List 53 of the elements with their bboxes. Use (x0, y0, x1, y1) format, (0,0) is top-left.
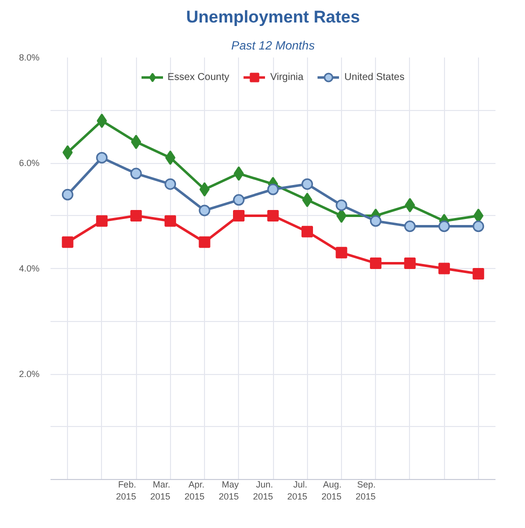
point (233, 194, 245, 206)
x-tick-label: Sep. 2015 (356, 480, 376, 502)
point (438, 262, 450, 274)
point (370, 215, 382, 227)
x-tick-label: Aug. 2015 (321, 480, 342, 502)
x-tick-label: Jun. 2015 (252, 480, 274, 502)
point (198, 204, 210, 216)
chart-title: Unemployment Rates (186, 8, 360, 26)
point (301, 178, 313, 190)
x-tick-label: Apr. 2015 (184, 480, 205, 502)
point (404, 198, 416, 212)
point (404, 257, 416, 269)
point (404, 220, 416, 232)
point (62, 145, 73, 160)
legend-label: Essex County (168, 72, 230, 82)
point (96, 114, 107, 128)
y-tick-label: 8.0% (18, 52, 40, 62)
point (336, 246, 348, 258)
point (165, 150, 176, 165)
point (301, 226, 313, 238)
point (472, 220, 484, 232)
point (336, 199, 348, 211)
point (164, 178, 176, 190)
point (198, 236, 210, 248)
x-tick-label: May 2015 (218, 480, 240, 502)
point (336, 208, 347, 223)
point (438, 220, 450, 232)
point (472, 268, 484, 280)
point (267, 210, 279, 222)
point (130, 210, 142, 222)
point (233, 210, 245, 222)
legend-label: Virginia (270, 72, 304, 82)
point (473, 208, 484, 223)
point (267, 184, 279, 196)
x-tick-label: Mar. 2015 (150, 480, 170, 502)
point (62, 188, 74, 200)
x-tick-label: Jul. 2015 (287, 480, 308, 502)
y-tick-label: 4.0% (18, 264, 40, 274)
chart-subtitle: Past 12 Months (231, 38, 315, 52)
point (96, 152, 108, 164)
point (62, 236, 74, 248)
legend-label: United States (344, 72, 404, 82)
point (199, 182, 210, 197)
point (130, 168, 142, 180)
point (302, 192, 312, 208)
point (130, 134, 142, 150)
point (370, 257, 382, 269)
point (96, 215, 108, 227)
point (164, 215, 176, 227)
point (234, 166, 244, 181)
x-tick-label: Feb. 2015 (116, 480, 136, 502)
y-tick-label: 6.0% (18, 158, 40, 168)
y-tick-label: 2.0% (18, 369, 40, 379)
